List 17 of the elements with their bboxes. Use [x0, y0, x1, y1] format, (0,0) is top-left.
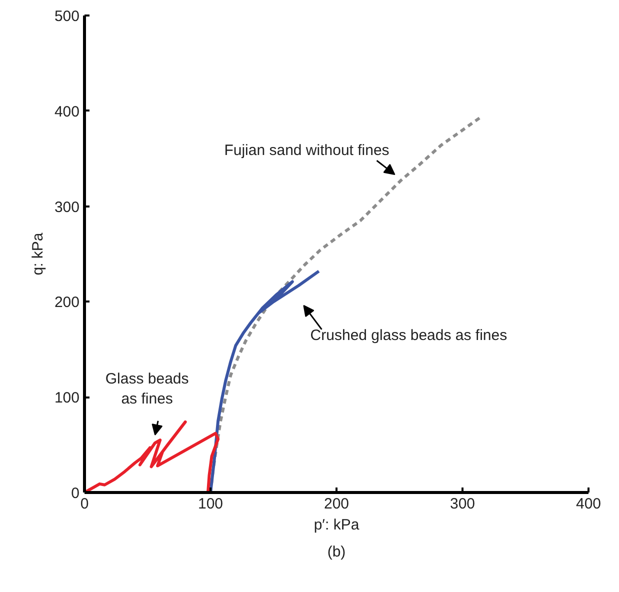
x-tick-label: 100	[198, 496, 224, 512]
text: Crushed glass beads as fines	[310, 326, 508, 344]
text: (b)	[327, 544, 346, 560]
x-tick-label: 200	[324, 496, 350, 512]
y-tick-label: 100	[54, 390, 80, 407]
series-label: Fujian sand without fines	[224, 142, 390, 160]
x-tick-label: 400	[576, 496, 602, 512]
y-tick-label: 0	[71, 485, 80, 502]
line-series	[84, 420, 220, 492]
y-axis-title: q: kPa	[29, 232, 46, 276]
y-tick-label: 400	[54, 103, 80, 120]
y-tick-label: 500	[54, 8, 80, 25]
x-axis-title: p′: kPa	[314, 516, 360, 534]
y-tick-label: 200	[54, 294, 80, 312]
y-tick-label: 300	[54, 198, 80, 216]
x-tick-label: 300	[450, 496, 476, 512]
series-label: Glass beads as fines	[105, 370, 189, 408]
